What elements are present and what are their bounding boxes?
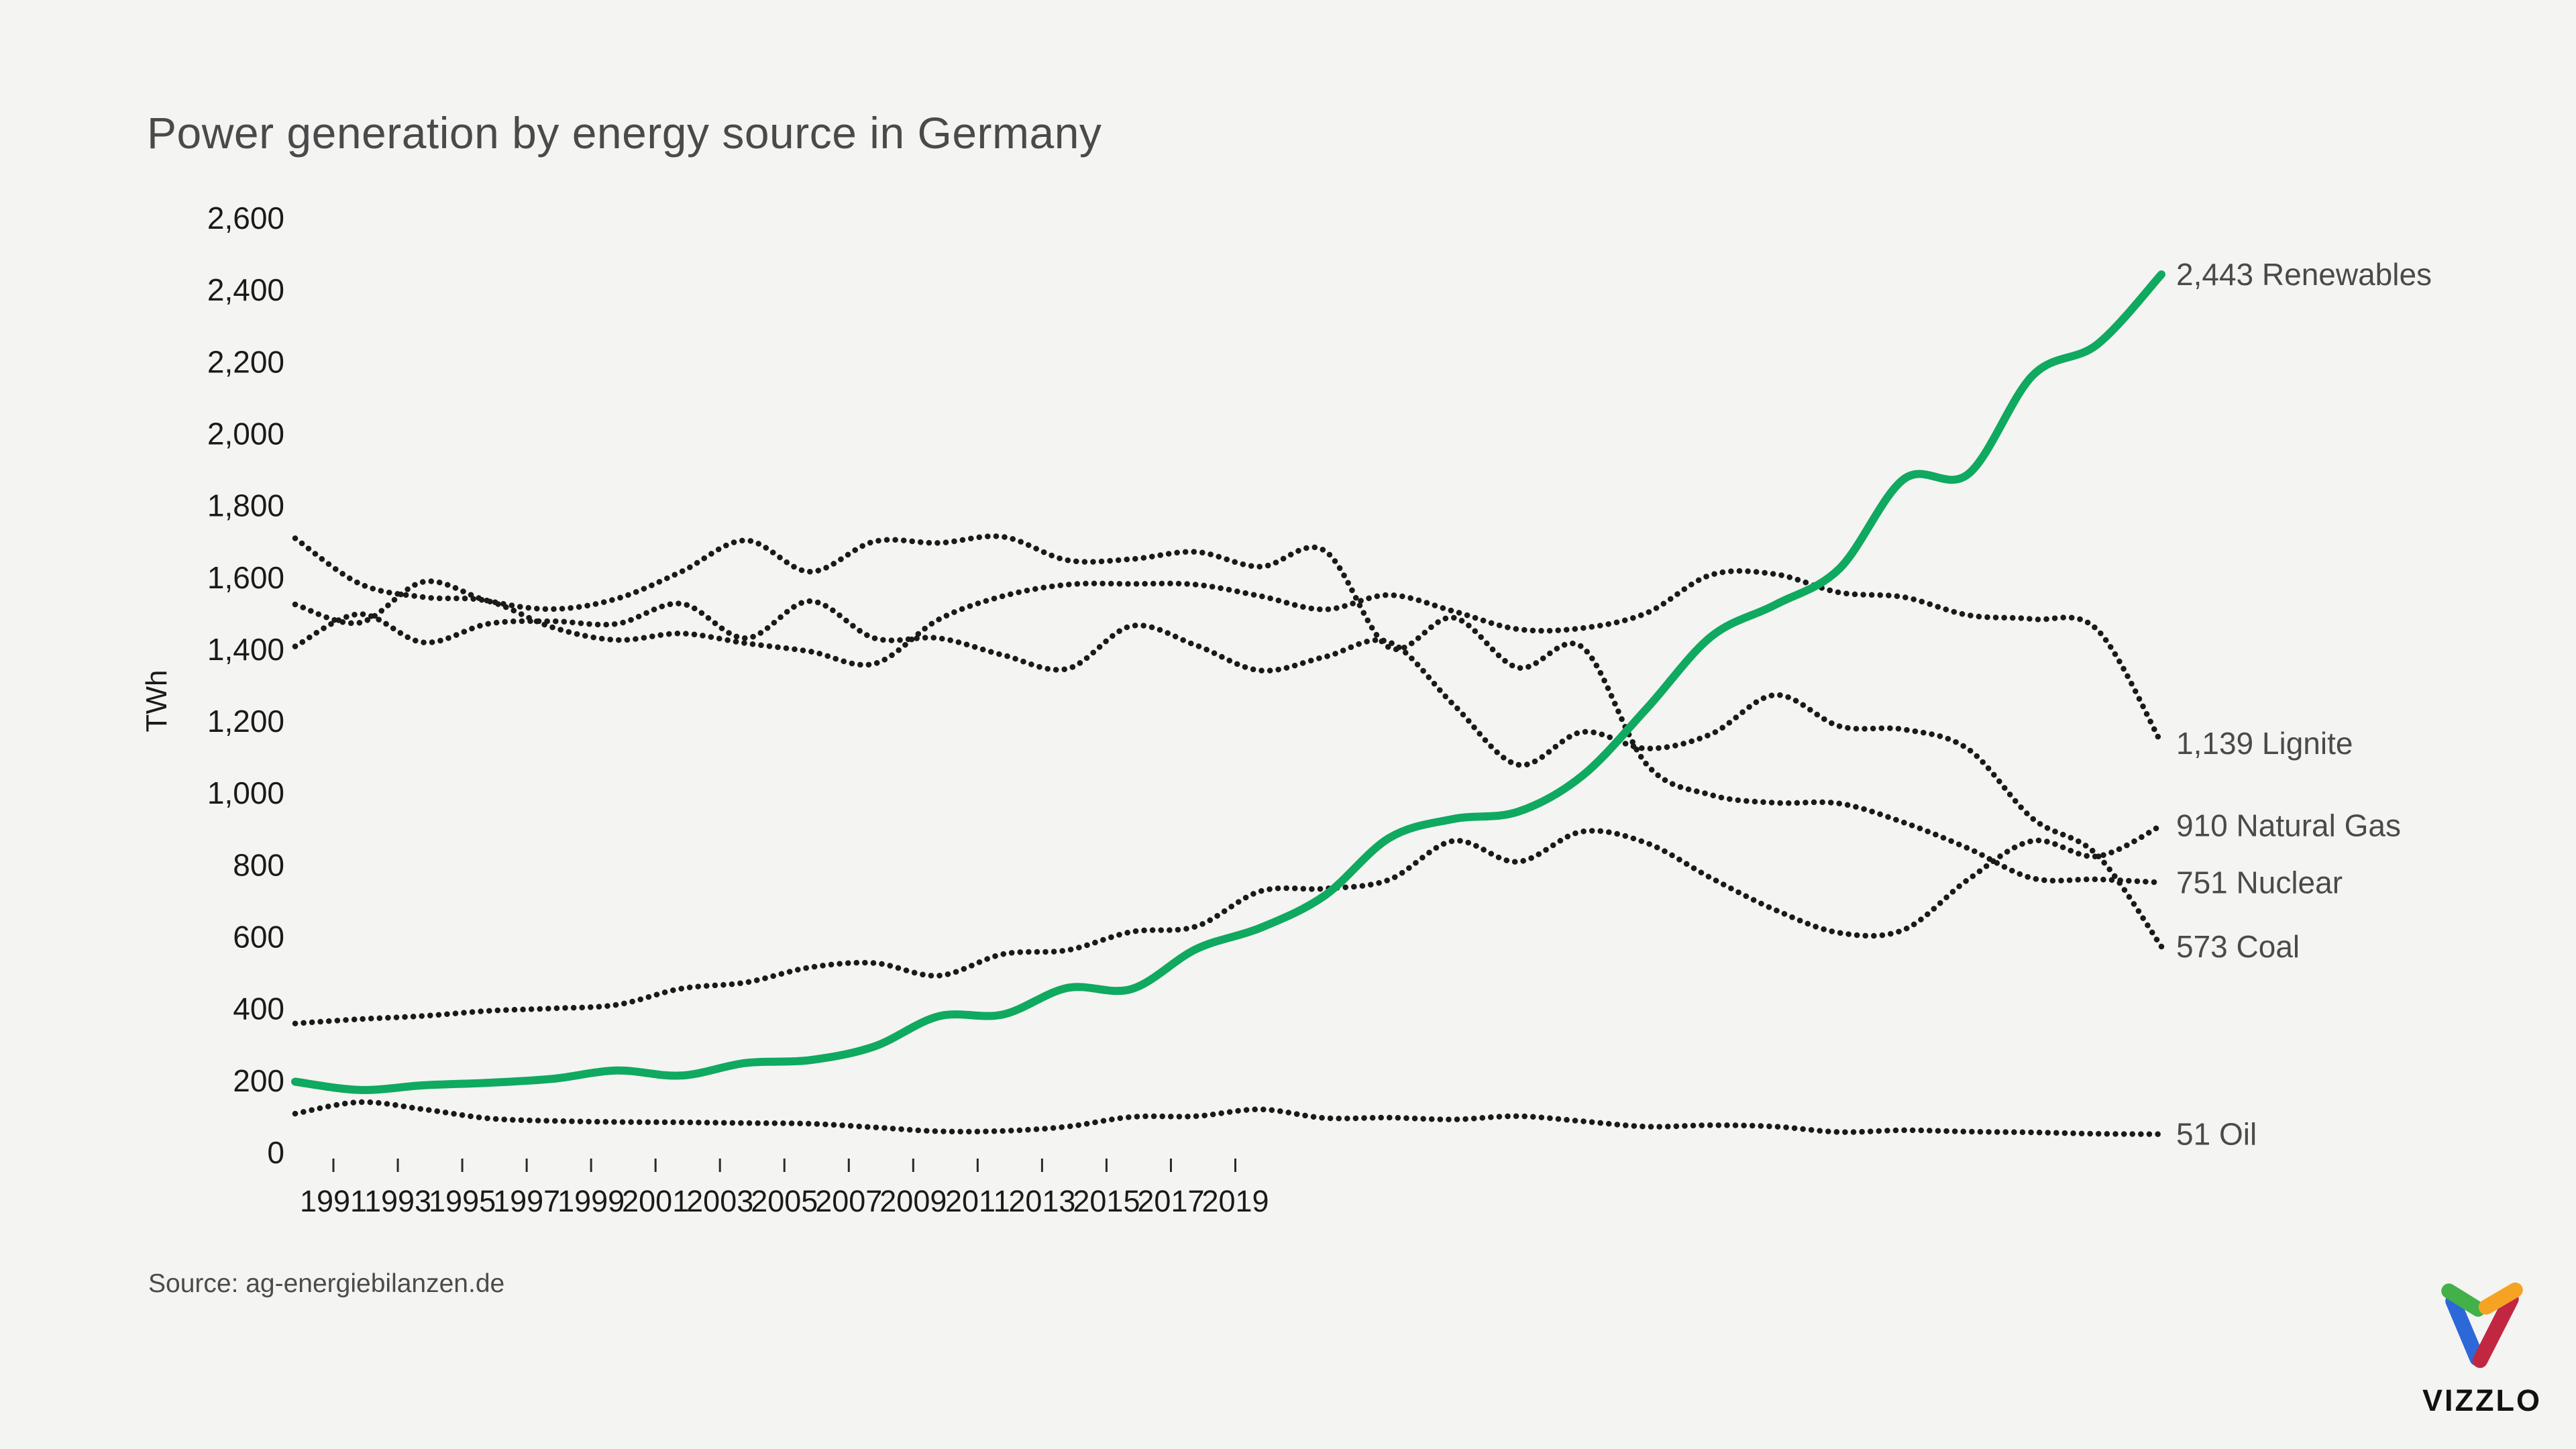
series-end-label-natural-gas: 910 Natural Gas (2176, 808, 2401, 843)
x-axis-label: 1995 (429, 1184, 496, 1218)
y-axis-label: 1,200 (207, 704, 284, 739)
series-line-lignite (292, 535, 2165, 747)
y-axis-label: 800 (233, 847, 284, 882)
x-axis-label: 2005 (751, 1184, 818, 1218)
x-axis-label: 2007 (815, 1184, 882, 1218)
x-axis-label: 1991 (300, 1184, 367, 1218)
series-line-renewables (291, 270, 2165, 1094)
x-axis-label: 2015 (1073, 1184, 1140, 1218)
y-axis-label: 1,400 (207, 632, 284, 667)
x-axis-label: 1999 (557, 1184, 625, 1218)
x-axis-label: 1993 (364, 1184, 431, 1218)
x-axis-label: 2019 (1201, 1184, 1269, 1218)
page-title: Power generation by energy source in Ger… (147, 108, 1102, 158)
y-axis-label: 400 (233, 991, 284, 1026)
y-axis-title: TWh (140, 670, 173, 733)
series-end-label-nuclear: 751 Nuclear (2176, 865, 2343, 900)
x-axis-label: 2013 (1008, 1184, 1075, 1218)
y-axis-label: 2,000 (207, 416, 284, 451)
logo-stroke-green (2441, 1283, 2486, 1317)
logo-stroke-blue (2445, 1293, 2485, 1366)
x-axis-label: 2003 (686, 1184, 753, 1218)
y-axis-label: 0 (267, 1135, 284, 1170)
source-text: Source: ag-energiebilanzen.de (148, 1269, 505, 1298)
y-axis-label: 1,000 (207, 775, 284, 810)
series-end-label-coal: 573 Coal (2176, 929, 2300, 964)
series-line-nuclear (292, 533, 2165, 885)
series-line-coal (292, 598, 2165, 950)
x-axis-label: 2011 (945, 1184, 1010, 1218)
x-axis-label: 2001 (622, 1184, 689, 1218)
y-axis-label: 1,800 (207, 488, 284, 523)
series-line-natural-gas (292, 822, 2165, 1026)
x-axis-label: 2009 (879, 1184, 947, 1218)
x-axis-label: 1997 (493, 1184, 560, 1218)
y-axis-label: 2,600 (207, 201, 284, 235)
vizzlo-logo-text: VIZZLO (2422, 1383, 2542, 1417)
y-axis-label: 1,600 (207, 560, 284, 595)
y-axis-label: 600 (233, 920, 284, 955)
logo-stroke-red (2472, 1291, 2519, 1368)
series-end-label-lignite: 1,139 Lignite (2176, 726, 2353, 761)
logo-stroke-orange (2478, 1282, 2523, 1315)
series-end-label-renewables: 2,443 Renewables (2176, 257, 2432, 292)
x-axis-label: 2017 (1137, 1184, 1204, 1218)
series-line-oil (292, 1099, 2165, 1137)
vizzlo-logo-mark (2441, 1282, 2523, 1368)
y-axis-label: 2,400 (207, 272, 284, 307)
vizzlo-logo: VIZZLO (2418, 1273, 2546, 1418)
series-end-label-oil: 51 Oil (2176, 1117, 2257, 1152)
y-axis-label: 200 (233, 1063, 284, 1098)
y-axis-label: 2,200 (207, 344, 284, 379)
